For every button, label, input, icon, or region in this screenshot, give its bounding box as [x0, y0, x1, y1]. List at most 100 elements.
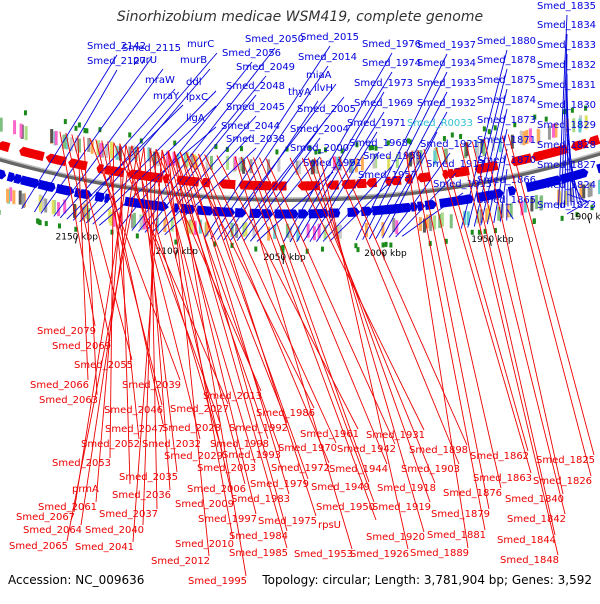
gene-label-forward: Smed_1937 [417, 40, 476, 51]
gene-label-reverse: Smed_1876 [443, 488, 502, 499]
rna-marker [136, 233, 139, 238]
gene-label-forward: Smed_2015 [300, 32, 359, 43]
gene-label-reverse: Smed_1842 [507, 514, 566, 525]
rna-marker [128, 132, 131, 137]
gene-label-reverse: Smed_2012 [151, 556, 210, 567]
gene-label-reverse: Smed_1942 [337, 444, 396, 455]
gene-label-forward: Smed_1833 [537, 40, 596, 51]
gene-label-reverse: Smed_2027 [170, 404, 229, 415]
gene-label-reverse: rpsU [318, 520, 341, 531]
gene-label-reverse: Smed_1844 [497, 535, 556, 546]
gene-label-reverse: Smed_2066 [30, 380, 89, 391]
rna-marker [275, 149, 278, 154]
gene-label-reverse: Smed_2039 [122, 380, 181, 391]
gene-label-reverse: Smed_2040 [85, 525, 144, 536]
gene-label-forward: Smed_1976 [362, 39, 421, 50]
gene-label-forward: lpxC [186, 92, 208, 103]
gene-label-forward: Smed_1932 [417, 98, 476, 109]
gene-label-reverse: Smed_1840 [505, 494, 564, 505]
gene-label-forward: ilvH [314, 83, 333, 94]
gene-label-reverse: Smed_1984 [229, 531, 288, 542]
gene-label-forward: Smed_1874 [477, 95, 536, 106]
function-band [20, 124, 23, 138]
gene-label-forward: Smed_1880 [477, 36, 536, 47]
rna-marker [561, 216, 564, 221]
gene-label-reverse: Smed_2029 [164, 451, 223, 462]
gene-label-reverse: Smed_1983 [231, 494, 290, 505]
gene-label-reverse: Smed_2055 [74, 360, 133, 371]
gene-label-forward: Smed_2000 [290, 143, 349, 154]
gene-label-reverse: Smed_2063 [39, 395, 98, 406]
function-band [55, 131, 58, 145]
gene-label-forward: Smed_2014 [298, 52, 357, 63]
gene-label-forward: Smed_1933 [417, 78, 476, 89]
gene-label-reverse: Smed_2041 [75, 542, 134, 553]
gene-label-reverse: Smed_1985 [229, 548, 288, 559]
gene-label-forward: Smed_2004 [290, 124, 349, 135]
gene-label-reverse: Smed_1970 [278, 443, 337, 454]
gene-label-forward: Smed_1831 [537, 80, 596, 91]
function-band [110, 144, 113, 158]
gene-label-forward: Smed_2044 [221, 121, 280, 132]
gene-label-forward: Smed_1827 [537, 160, 596, 171]
rna-marker [533, 219, 536, 224]
rna-marker [382, 242, 385, 247]
gene-label-reverse: Smed_1889 [410, 548, 469, 559]
function-band [467, 211, 470, 225]
function-band [12, 190, 15, 204]
gene-label-reverse: Smed_1881 [427, 530, 486, 541]
rna-marker [321, 247, 324, 252]
function-band [226, 156, 229, 170]
rna-marker [451, 132, 454, 137]
forward-gene [596, 163, 600, 173]
gene-label-forward: Smed_1973 [354, 78, 413, 89]
function-band [133, 213, 136, 227]
rna-marker [282, 245, 285, 250]
gene-label-forward: murC [187, 39, 214, 50]
gene-label-reverse: Smed_2046 [104, 405, 163, 416]
gene-label-reverse: Smed_1995 [188, 576, 247, 587]
gene-label-forward: Smed_1830 [537, 100, 596, 111]
gene-label-forward: Smed_1921 [420, 139, 479, 150]
gene-label-forward: Smed_2045 [226, 102, 285, 113]
gene-label-reverse: Smed_1997 [198, 514, 257, 525]
gene-label-forward: Smed_2038 [226, 134, 285, 145]
rna-marker [389, 243, 392, 248]
gene-label-reverse: Smed_2065 [9, 541, 68, 552]
gene-label-reverse: Smed_1950 [316, 502, 375, 513]
rna-marker [24, 110, 27, 115]
gene-label-reverse: Smed_2037 [99, 509, 158, 520]
gene-label-forward: Smed_2048 [226, 81, 285, 92]
accession-label: Accession: NC_009636 [8, 573, 144, 587]
gene-label-forward: Smed_1823 [537, 200, 596, 211]
gene-label-forward: murB [180, 55, 207, 66]
gene-label-forward: Smed_1871 [477, 135, 536, 146]
rna-marker [385, 242, 388, 247]
rna-marker [494, 125, 497, 130]
gene-label-reverse: Smed_2036 [112, 490, 171, 501]
rna-marker [58, 223, 61, 228]
gene-label-reverse: Smed_1949 [311, 482, 370, 493]
rna-marker [356, 247, 359, 252]
gene-label-forward: Smed_2056 [222, 48, 281, 59]
gene-label-forward: Smed_1873 [477, 115, 536, 126]
function-band [110, 212, 113, 226]
gene-label-reverse: Smed_1898 [409, 445, 468, 456]
gene-label-reverse: Smed_2010 [175, 539, 234, 550]
gene-label-forward: ddl [186, 77, 201, 88]
gene-label-forward: ligA [186, 113, 205, 124]
rna-marker [74, 126, 77, 131]
function-band [25, 126, 28, 140]
genome-summary: Topology: circular; Length: 3,781,904 bp… [262, 573, 592, 587]
map-title: Sinorhizobium medicae WSM419, complete g… [0, 9, 600, 25]
rna-marker [488, 129, 491, 134]
gene-label-forward: mraW [145, 75, 175, 86]
gene-label-forward: Smed_1878 [477, 55, 536, 66]
gene-label-forward: Smed_1969 [354, 98, 413, 109]
rna-marker [39, 220, 42, 225]
gene-label-reverse: Smed_1975 [258, 516, 317, 527]
gene-label-forward: Smed_1866 [477, 175, 536, 186]
gene-label-forward: Smed_1971 [347, 118, 406, 129]
gene-label-forward: Smed_2115 [122, 43, 181, 54]
